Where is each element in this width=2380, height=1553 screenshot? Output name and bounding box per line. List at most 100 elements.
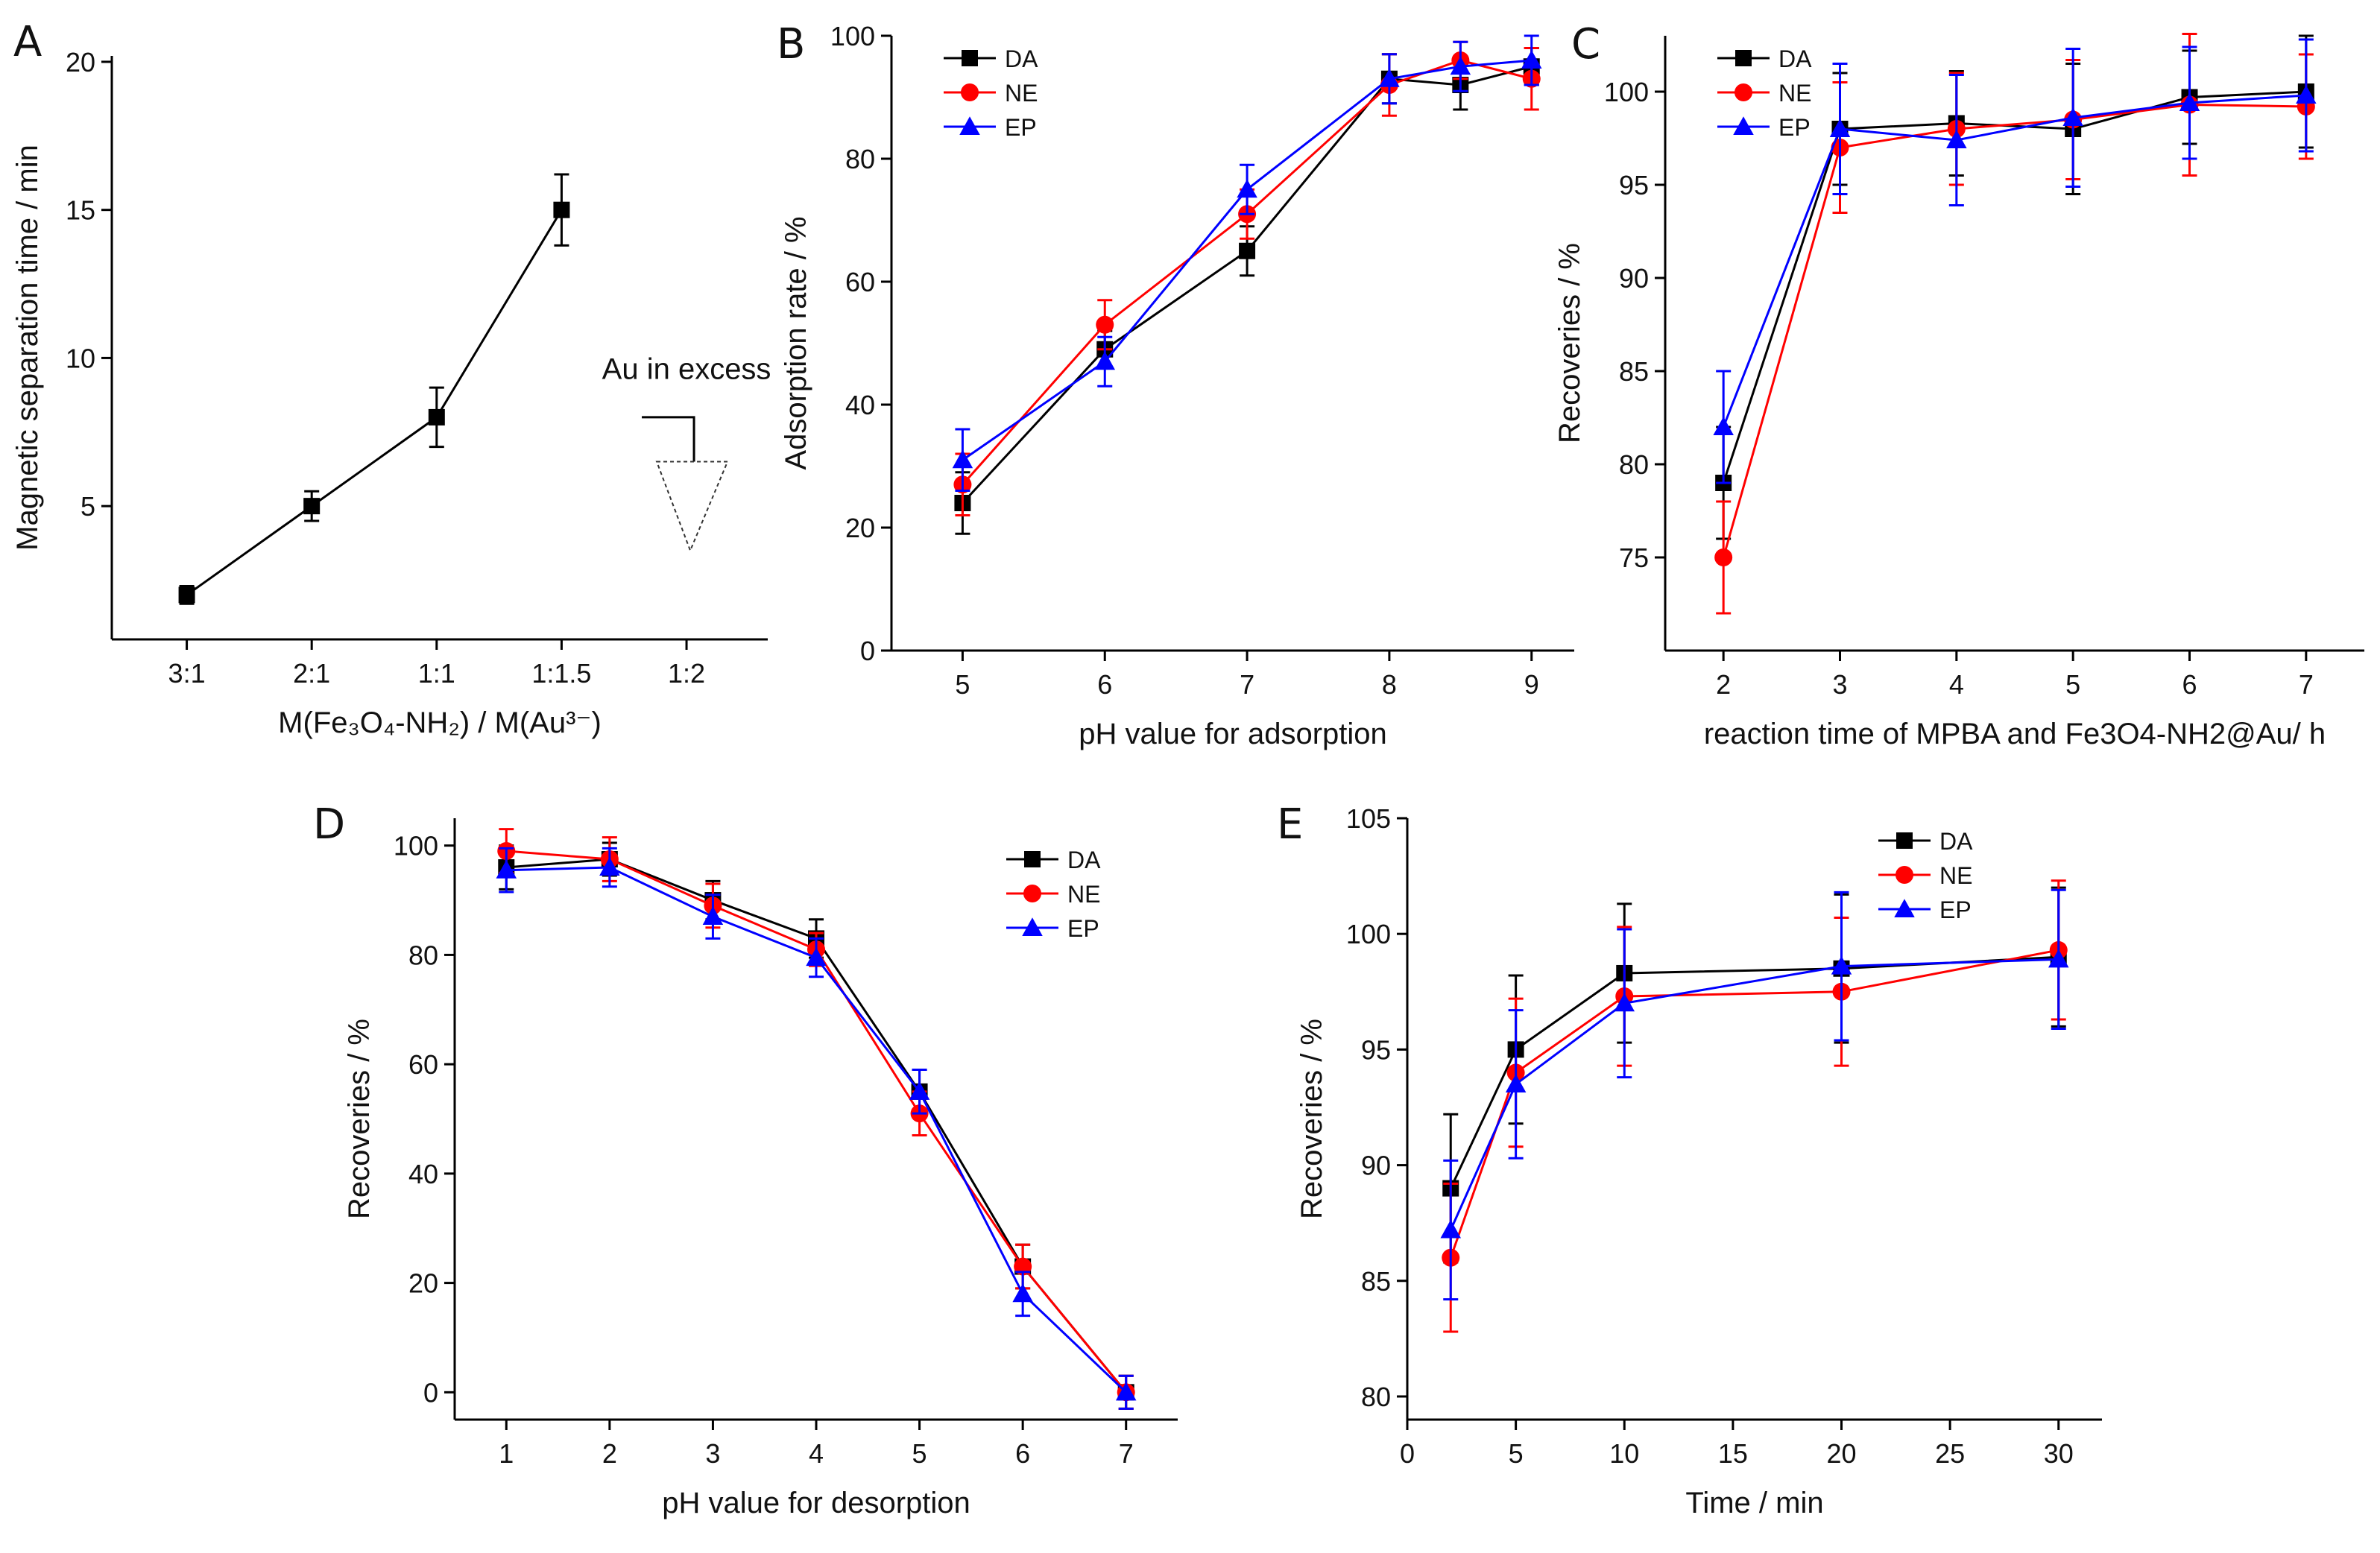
- data-point-ep: [1614, 993, 1635, 1012]
- y-tick-label: 40: [845, 390, 875, 420]
- legend: DA NE EP: [1878, 828, 1973, 923]
- x-tick-label: 20: [1826, 1438, 1856, 1469]
- legend-label: DA: [1778, 45, 1812, 72]
- legend-marker: [959, 116, 980, 135]
- legend-label: NE: [1005, 80, 1038, 107]
- legend: DA NE EP: [944, 45, 1038, 141]
- series-line-ne: [1449, 949, 2059, 1259]
- x-tick-label: 7: [1119, 1438, 1134, 1469]
- data-point-ep: [909, 1081, 930, 1100]
- y-tick-label: 5: [81, 491, 95, 522]
- data-point-ep: [2179, 92, 2200, 111]
- x-tick-label: 3:1: [168, 658, 206, 689]
- data-point-ep: [1237, 179, 1257, 198]
- data-point-ep: [702, 906, 724, 926]
- data-point-ep: [599, 857, 620, 876]
- x-tick-label: 3: [705, 1438, 720, 1469]
- arrow-head: [655, 461, 729, 553]
- x-axis-label: pH value for adsorption: [1079, 718, 1387, 750]
- data-point-time: [303, 498, 321, 515]
- x-tick-label: 15: [1718, 1438, 1748, 1469]
- y-tick-label: 20: [66, 47, 95, 78]
- data-point-ep: [2296, 85, 2317, 104]
- y-tick-label: 40: [408, 1159, 438, 1189]
- panel-letter: C: [1571, 20, 1600, 69]
- legend-label: DA: [1067, 847, 1101, 873]
- panel-d: D 0 20 40 60 80 100 1 2 3 4 5 6 7 pH value for desorpt…: [313, 800, 1178, 1519]
- x-tick-label: 5: [912, 1438, 927, 1469]
- x-axis-label: Time / min: [1685, 1487, 1823, 1519]
- y-tick-label: 95: [1619, 170, 1649, 200]
- legend-marker: [1896, 866, 1913, 884]
- data-point-ep: [952, 449, 973, 469]
- panel-letter: D: [313, 800, 345, 849]
- y-axis-label: Magnetic separation time / min: [11, 145, 44, 551]
- y-tick-label: 100: [830, 21, 875, 51]
- x-tick-label: 4: [1949, 669, 1964, 700]
- y-tick-label: 80: [408, 940, 438, 970]
- data-point-ep: [1505, 1074, 1527, 1092]
- x-tick-label: 2: [1716, 669, 1731, 700]
- y-tick-label: 85: [1361, 1266, 1391, 1297]
- series-line-ep: [1722, 94, 2306, 428]
- x-axis-label: M(Fe₃O₄-NH₂) / M(Au³⁻): [278, 706, 602, 739]
- x-axis-label: reaction time of MPBA and Fe3O4-NH2@Au/ …: [1704, 718, 2326, 750]
- legend-label: EP: [1005, 114, 1037, 141]
- y-tick-label: 60: [845, 267, 875, 297]
- data-point-ep: [2048, 949, 2069, 968]
- x-tick-label: 7: [1240, 669, 1254, 700]
- y-tick-label: 95: [1361, 1034, 1391, 1065]
- legend-marker: [962, 50, 978, 66]
- data-point-ep: [1521, 50, 1542, 69]
- data-point-ep: [1115, 1382, 1137, 1401]
- y-tick-label: 90: [1361, 1151, 1391, 1181]
- annotation-arrow: [642, 416, 729, 553]
- data-point-time: [553, 201, 570, 218]
- y-tick-label: 0: [423, 1377, 438, 1408]
- legend: DA NE EP: [1006, 847, 1101, 942]
- data-point-ne: [1714, 548, 1733, 566]
- x-tick-label: 7: [2299, 669, 2314, 700]
- legend-marker: [1023, 885, 1041, 902]
- y-axis-label: Recoveries / %: [1553, 243, 1586, 443]
- x-tick-label: 1: [499, 1438, 514, 1469]
- y-tick-label: 20: [408, 1268, 438, 1299]
- x-tick-label: 5: [2065, 669, 2080, 700]
- x-tick-label: 6: [2182, 669, 2197, 700]
- data-point-ep: [1440, 1219, 1461, 1239]
- data-point-ep: [806, 947, 827, 967]
- legend-marker: [1022, 917, 1043, 936]
- legend: DA NE EP: [1717, 45, 1812, 141]
- panel-e: E 80 85 90 95 100 105 0 5 10 15 20 25 30 Time / min Rec…: [1277, 800, 2102, 1519]
- y-tick-label: 80: [1619, 449, 1649, 480]
- x-tick-label: 1:1.5: [531, 658, 591, 689]
- data-point-ep: [1713, 417, 1734, 435]
- x-tick-label: 1:2: [668, 658, 705, 689]
- data-point-ep: [1831, 955, 1852, 975]
- panel-b: B 0 20 40 60 80 100 5 6 7 8 9 pH value for adsorptio…: [777, 20, 1574, 750]
- legend-marker: [1896, 832, 1913, 849]
- legend-marker: [1024, 851, 1041, 867]
- data-point-ep: [1829, 118, 1851, 137]
- x-tick-label: 5: [1509, 1438, 1524, 1469]
- data-point-ep: [1012, 1283, 1033, 1303]
- series-line-time: [186, 209, 563, 596]
- legend-label: DA: [1005, 45, 1038, 72]
- panel-letter: E: [1277, 800, 1303, 849]
- series-line-da: [1722, 90, 2306, 484]
- x-tick-label: 25: [1935, 1438, 1965, 1469]
- x-tick-label: 8: [1382, 669, 1397, 700]
- x-tick-label: 9: [1524, 669, 1539, 700]
- data-point-da: [1239, 242, 1256, 259]
- x-tick-label: 0: [1400, 1438, 1415, 1469]
- data-point-ep: [1946, 130, 1967, 148]
- legend-label: NE: [1939, 862, 1972, 889]
- y-axis-label: Adsorption rate / %: [780, 216, 812, 469]
- data-point-ep: [1094, 351, 1115, 370]
- legend-marker: [1894, 899, 1915, 917]
- x-tick-label: 6: [1015, 1438, 1030, 1469]
- series-line-ne: [962, 59, 1533, 486]
- x-tick-label: 10: [1609, 1438, 1639, 1469]
- x-tick-label: 30: [2044, 1438, 2074, 1469]
